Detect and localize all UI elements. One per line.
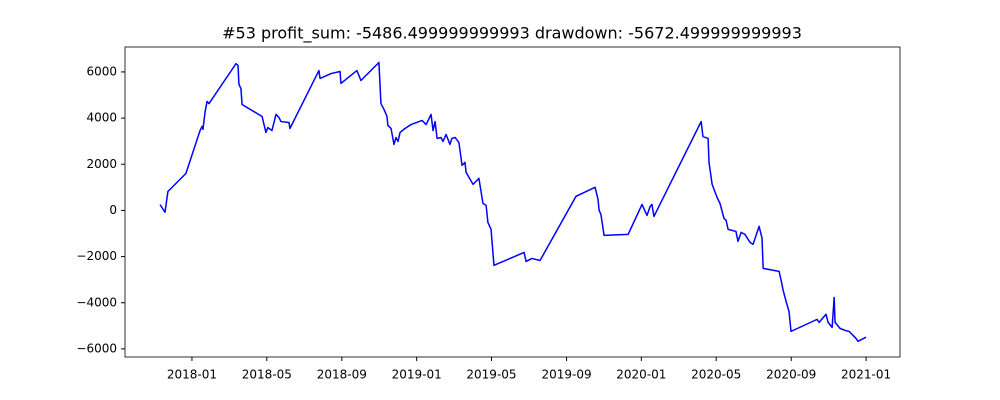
x-tick-label: 2019-09	[541, 368, 591, 382]
x-tick-label: 2020-01	[616, 368, 666, 382]
x-tick-label: 2020-05	[691, 368, 741, 382]
plot-frame	[124, 46, 901, 358]
x-tick-label: 2019-05	[466, 368, 516, 382]
y-tick-label: 2000	[86, 157, 117, 171]
x-tick-label: 2021-01	[841, 368, 891, 382]
x-tick-label: 2018-01	[167, 368, 217, 382]
x-tick-label: 2018-09	[317, 368, 367, 382]
y-tick-label: −4000	[76, 295, 117, 309]
x-tick-label: 2019-01	[392, 368, 442, 382]
x-tick-label: 2018-05	[242, 368, 292, 382]
line-series	[159, 61, 867, 343]
x-tick-label: 2020-09	[766, 368, 816, 382]
y-tick-label: 6000	[86, 64, 117, 78]
y-tick-label: 4000	[86, 111, 117, 125]
y-tick-label: −2000	[76, 249, 117, 263]
y-tick-label: 0	[109, 203, 117, 217]
y-tick-label: −6000	[76, 341, 117, 355]
chart-title: #53 profit_sum: -5486.499999999993 drawd…	[222, 24, 802, 44]
